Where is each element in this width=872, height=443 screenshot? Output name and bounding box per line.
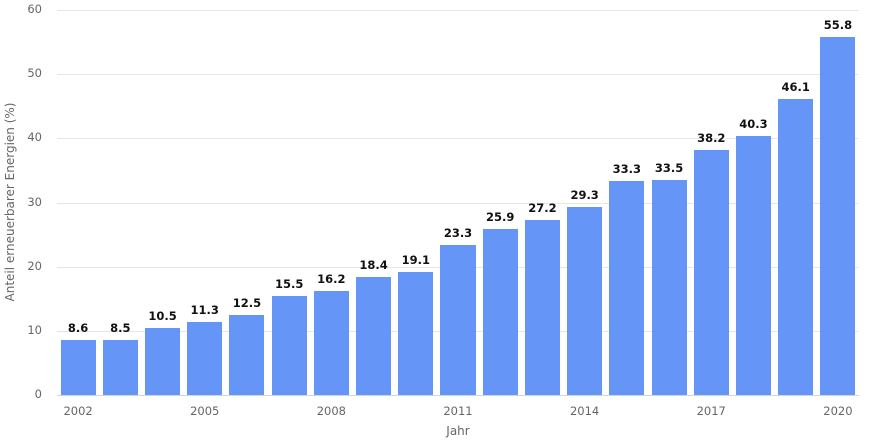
bar-value-label: 40.3 [739, 117, 768, 132]
gridline [57, 202, 859, 204]
bar-value-label: 12.5 [232, 295, 262, 310]
bar-value-label: 23.3 [443, 226, 473, 241]
x-tick-label: 2017 [696, 404, 726, 418]
bar-value-label: 25.9 [486, 209, 515, 224]
x-tick-label: 2005 [190, 404, 220, 418]
bar-value-label: 33.5 [654, 161, 684, 176]
gridline [57, 10, 859, 11]
x-tick-label: 2008 [316, 404, 346, 418]
x-axis-line [57, 395, 859, 396]
gridline [57, 138, 859, 140]
bar-2018[interactable] [735, 136, 771, 395]
x-axis-title: Jahr [446, 424, 470, 438]
bar-value-label: 46.1 [781, 80, 810, 95]
bar-2017[interactable] [693, 149, 729, 395]
y-tick-label: 20 [27, 258, 42, 273]
bar-value-label: 27.2 [528, 201, 557, 216]
bar-2007[interactable] [271, 295, 307, 395]
bar-value-label: 10.5 [148, 308, 177, 323]
bar-2004[interactable] [145, 327, 181, 395]
x-tick-label: 2011 [443, 404, 473, 418]
bar-2011[interactable] [440, 245, 476, 395]
bar-2012[interactable] [482, 228, 518, 395]
bar-2003[interactable] [102, 340, 138, 395]
bar-value-label: 18.4 [359, 257, 388, 272]
bar-2005[interactable] [187, 322, 223, 395]
y-tick-label: 40 [27, 130, 42, 145]
bar-2002[interactable] [60, 339, 96, 395]
bar-2008[interactable] [313, 291, 349, 395]
bar-value-label: 55.8 [823, 17, 853, 32]
bar-2016[interactable] [651, 180, 687, 395]
bar-2015[interactable] [609, 181, 645, 395]
x-tick-label: 2002 [63, 404, 93, 418]
y-tick-label: 30 [27, 194, 42, 209]
x-tick-label: 2020 [823, 404, 853, 418]
bar-2019[interactable] [778, 99, 814, 395]
x-tick-label: 2014 [569, 404, 600, 418]
bar-value-label: 8.6 [67, 320, 89, 335]
bar-2013[interactable] [524, 220, 560, 395]
bar-value-label: 11.3 [190, 303, 219, 318]
bar-value-label: 19.1 [401, 253, 430, 268]
bar-2020[interactable] [820, 36, 856, 395]
bar-2009[interactable] [356, 276, 392, 395]
bar-value-label: 38.2 [697, 130, 726, 145]
bar-2014[interactable] [567, 206, 603, 395]
bar-2010[interactable] [398, 272, 434, 395]
bar-value-label: 8.5 [110, 321, 131, 336]
bar-value-label: 16.2 [317, 272, 346, 287]
y-tick-label: 0 [34, 387, 42, 401]
bar-value-label: 29.3 [570, 187, 599, 202]
y-axis-title: Anteil erneuerbarer Energien (%) [3, 102, 17, 302]
bar-value-label: 33.3 [612, 162, 642, 177]
bar-2006[interactable] [229, 314, 265, 395]
y-tick-label: 60 [27, 2, 42, 16]
bar-value-label: 15.5 [274, 276, 304, 291]
y-tick-label: 50 [27, 66, 42, 81]
y-tick-label: 10 [27, 322, 42, 337]
gridline [57, 74, 859, 76]
